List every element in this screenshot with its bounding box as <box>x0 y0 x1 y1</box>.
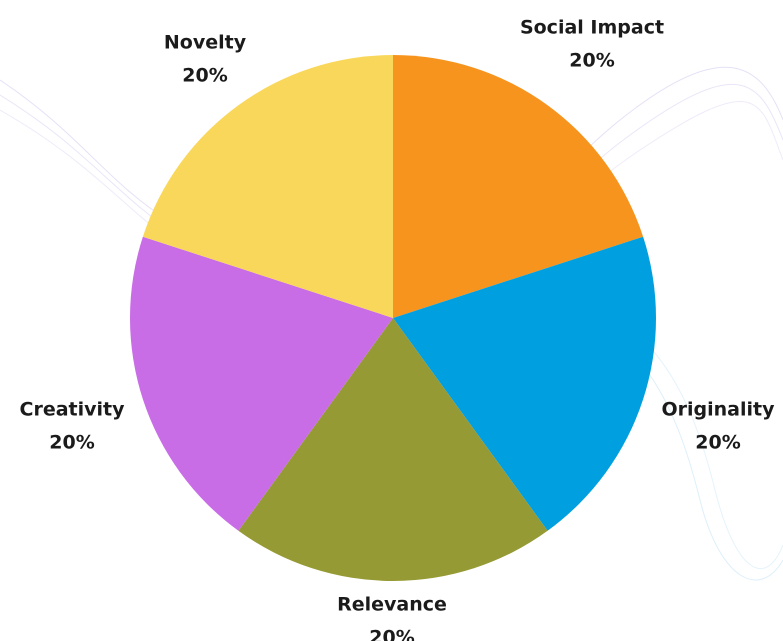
value-label: 20% <box>49 432 94 454</box>
pie <box>130 55 656 581</box>
slice-label: Originality <box>662 399 776 421</box>
pie-slice <box>393 55 644 318</box>
pie-slice <box>238 318 548 581</box>
value-label: 20% <box>369 627 414 641</box>
pie-slice <box>130 236 393 531</box>
slice-label: Social Impact <box>520 17 664 39</box>
pie-slice <box>393 236 656 531</box>
labels: Social Impact 20% Originality 20% Relevance 2… <box>20 17 776 641</box>
slice-label: Novelty <box>164 32 247 54</box>
pie-slice <box>142 55 393 318</box>
value-label: 20% <box>695 432 740 454</box>
value-label: 20% <box>569 50 614 72</box>
value-label: 20% <box>182 65 227 87</box>
slice-label: Relevance <box>337 594 447 616</box>
slice-label: Creativity <box>20 399 126 421</box>
